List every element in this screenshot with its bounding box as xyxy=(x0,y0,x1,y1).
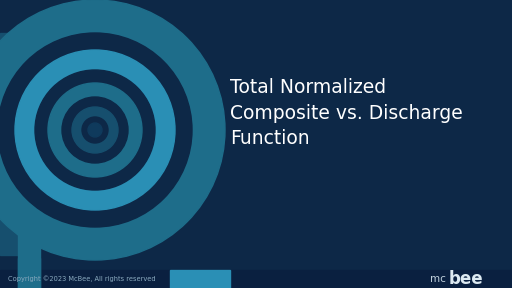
Circle shape xyxy=(15,50,175,210)
Text: Copyright ©2023 McBee, All rights reserved: Copyright ©2023 McBee, All rights reserv… xyxy=(8,276,156,282)
Bar xyxy=(18,113,40,288)
Bar xyxy=(0,33,18,255)
Bar xyxy=(40,118,125,170)
Circle shape xyxy=(35,70,155,190)
Bar xyxy=(0,270,512,288)
Text: bee: bee xyxy=(449,270,484,288)
Circle shape xyxy=(62,97,128,163)
Text: Total Normalized
Composite vs. Discharge
Function: Total Normalized Composite vs. Discharge… xyxy=(230,78,463,149)
Bar xyxy=(170,270,230,288)
Circle shape xyxy=(48,83,142,177)
Bar xyxy=(18,258,40,288)
Text: mc: mc xyxy=(430,274,446,284)
Circle shape xyxy=(72,107,118,153)
Circle shape xyxy=(82,117,108,143)
Circle shape xyxy=(0,33,192,227)
Circle shape xyxy=(88,123,102,137)
Circle shape xyxy=(0,0,225,260)
